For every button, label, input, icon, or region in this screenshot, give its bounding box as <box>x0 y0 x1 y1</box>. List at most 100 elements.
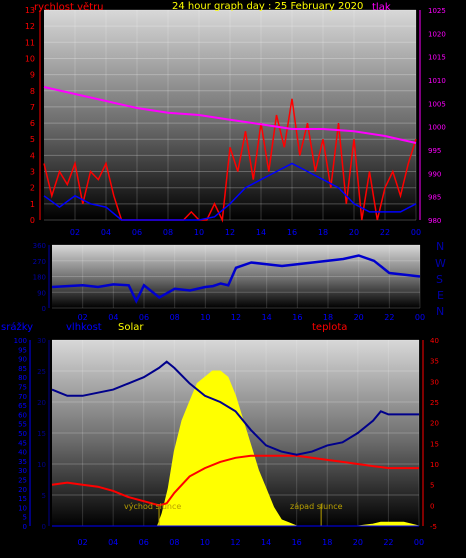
wind-x-tick-label: 04 <box>101 228 111 237</box>
sunset-label: západ slunce <box>290 502 343 511</box>
pressure-tick-label: 1000 <box>428 124 446 132</box>
humidity-line <box>51 360 419 456</box>
rain-tick-label: 75 <box>18 384 27 392</box>
humidity-tick-label: 10 <box>37 461 46 469</box>
pressure-axis-title: tlak <box>372 2 391 13</box>
wind-tick-label: 10 <box>25 54 35 63</box>
temperature-tick-label: 35 <box>430 358 439 366</box>
direction-x-tick-label: 14 <box>262 313 272 322</box>
climate-x-tick-label: 06 <box>139 538 149 547</box>
wind-tick-label: 12 <box>25 22 35 31</box>
direction-tick-label: 270 <box>33 258 46 266</box>
temperature-tick-label: 30 <box>430 378 439 386</box>
wind-tick-label: 7 <box>30 103 35 112</box>
climate-x-tick-label: 20 <box>353 538 363 547</box>
humidity-tick-label: 15 <box>37 430 46 438</box>
wind-tick-label: 8 <box>30 87 35 96</box>
direction-x-tick-label: 22 <box>384 313 394 322</box>
rain-tick-label: 25 <box>18 477 27 485</box>
gridlines <box>44 9 421 527</box>
pressure-tick-label: 1010 <box>428 77 446 85</box>
humidity-tick-label: 30 <box>37 337 46 345</box>
temperature-tick-label: 25 <box>430 399 439 407</box>
pressure-line <box>43 86 417 144</box>
direction-tick-label: 0 <box>42 305 46 313</box>
direction-x-tick-label: 12 <box>231 313 241 322</box>
rain-tick-label: 80 <box>18 374 27 382</box>
rain-tick-label: 70 <box>18 393 27 401</box>
rain-tick-label: 60 <box>18 411 27 419</box>
direction-x-tick-label: 00 <box>415 313 425 322</box>
wind-tick-label: 3 <box>30 168 35 177</box>
wind-avg-line <box>43 162 417 221</box>
direction-x-tick-label: 04 <box>108 313 118 322</box>
climate-x-tick-label: 10 <box>200 538 210 547</box>
sunrise-label: východ slunce <box>124 502 181 511</box>
rain-tick-label: 35 <box>18 458 27 466</box>
rain-tick-label: 40 <box>18 449 27 457</box>
rain-tick-label: 65 <box>18 402 27 410</box>
rain-tick-label: 15 <box>18 495 27 503</box>
temperature-tick-label: 0 <box>430 502 434 510</box>
compass-w: W <box>435 257 446 270</box>
rain-tick-label: 95 <box>18 346 27 354</box>
wind-tick-label: 6 <box>30 119 35 128</box>
rain-tick-label: 5 <box>23 514 27 522</box>
wind-x-tick-label: 14 <box>256 228 266 237</box>
rain-tick-label: 100 <box>14 337 27 345</box>
direction-x-tick-label: 10 <box>200 313 210 322</box>
direction-line <box>51 254 421 304</box>
wind-tick-label: 11 <box>25 38 35 47</box>
humidity-legend: vlhkost <box>66 322 102 333</box>
solar-area <box>52 370 420 527</box>
wind-x-tick-label: 18 <box>318 228 328 237</box>
wind-x-tick-label: 08 <box>163 228 173 237</box>
rain-tick-label: 30 <box>18 467 27 475</box>
rain-tick-label: 10 <box>18 504 27 512</box>
wind-gust-line <box>43 98 417 223</box>
direction-x-tick-label: 06 <box>139 313 149 322</box>
compass-n-bottom: N <box>436 305 444 318</box>
climate-x-tick-label: 22 <box>383 538 393 547</box>
pressure-tick-label: 980 <box>428 217 441 225</box>
pressure-tick-label: 990 <box>428 170 441 178</box>
wind-x-tick-label: 12 <box>225 228 235 237</box>
wind-x-tick-label: 02 <box>70 228 80 237</box>
compass-e: E <box>437 289 444 302</box>
climate-x-tick-label: 18 <box>322 538 332 547</box>
climate-x-tick-label: 08 <box>169 538 179 547</box>
direction-tick-label: 180 <box>33 274 46 282</box>
wind-tick-label: 2 <box>30 184 35 193</box>
pressure-tick-label: 1005 <box>428 100 446 108</box>
temperature-tick-label: 10 <box>430 461 439 469</box>
wind-chart <box>43 86 417 223</box>
climate-x-tick-label: 14 <box>261 538 271 547</box>
rain-legend: srážky <box>1 321 33 333</box>
direction-chart <box>51 254 421 304</box>
temperature-tick-label: 20 <box>430 420 439 428</box>
wind-tick-label: 5 <box>30 135 35 144</box>
temperature-tick-label: 40 <box>430 337 439 345</box>
direction-x-tick-label: 18 <box>323 313 333 322</box>
temperature-tick-label: -5 <box>430 523 437 531</box>
wind-plot-area <box>44 10 416 220</box>
wind-tick-label: 9 <box>30 71 35 80</box>
pressure-tick-label: 985 <box>428 194 441 202</box>
wind-tick-label: 0 <box>30 216 35 225</box>
climate-x-tick-label: 02 <box>77 538 87 547</box>
direction-x-tick-label: 02 <box>78 313 88 322</box>
wind-x-tick-label: 06 <box>132 228 142 237</box>
wind-axis-title: rychlost větru <box>34 1 104 13</box>
wind-x-tick-label: 10 <box>194 228 204 237</box>
pressure-tick-label: 1015 <box>428 54 446 62</box>
humidity-tick-label: 0 <box>42 523 46 531</box>
direction-x-tick-label: 20 <box>354 313 364 322</box>
wind-x-tick-label: 00 <box>411 228 421 237</box>
rain-tick-label: 85 <box>18 365 27 373</box>
chart-title: 24 hour graph day : 25 February 2020 <box>172 1 363 12</box>
direction-tick-label: 360 <box>33 242 46 250</box>
rain-tick-label: 50 <box>18 430 27 438</box>
rain-tick-label: 90 <box>18 356 27 364</box>
